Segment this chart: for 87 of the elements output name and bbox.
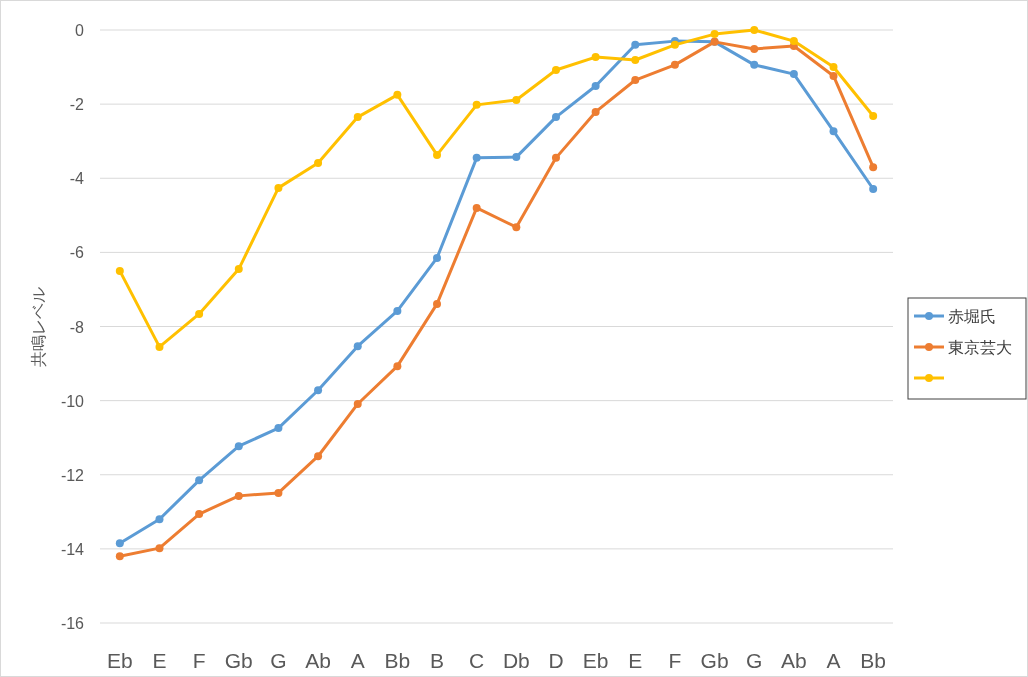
x-tick-label: G [270, 649, 287, 672]
point [869, 163, 878, 172]
point [710, 30, 719, 39]
y-tick-label: -4 [69, 170, 85, 188]
point [115, 539, 124, 548]
point [314, 452, 323, 461]
y-axis-title: 共鳴レベル [30, 286, 47, 367]
y-tick-label: -6 [69, 244, 85, 262]
point [115, 552, 124, 561]
x-tick-label: A [350, 649, 365, 672]
x-tick-label: Ab [781, 649, 807, 672]
point [115, 266, 124, 275]
x-tick-label: D [548, 649, 564, 672]
point [869, 185, 878, 193]
legend-label: 東京芸大 [948, 339, 1012, 356]
point [750, 26, 759, 34]
point [314, 386, 323, 395]
point [750, 44, 759, 53]
point [155, 515, 164, 524]
point [433, 253, 442, 262]
x-tick-label: E [628, 649, 643, 672]
x-tick-label: B [430, 649, 445, 672]
point [433, 299, 442, 308]
y-tick-label: -16 [60, 615, 85, 632]
point [551, 113, 560, 122]
x-tick-label: Eb [106, 649, 133, 672]
point [829, 127, 838, 136]
x-tick-label: C [469, 649, 485, 672]
point [353, 342, 362, 351]
point [512, 96, 521, 105]
point [472, 203, 481, 212]
point [234, 265, 243, 274]
x-tick-label: F [192, 649, 206, 672]
point [195, 510, 204, 519]
x-tick-label: Gb [700, 649, 729, 672]
point [433, 150, 442, 159]
point [393, 362, 402, 371]
point [155, 342, 164, 351]
point [591, 81, 600, 90]
point [670, 60, 679, 69]
x-tick-label: Bb [860, 649, 887, 672]
point [591, 53, 600, 62]
x-tick-label: E [152, 649, 167, 672]
point [829, 63, 838, 72]
y-tick-label: -10 [60, 392, 85, 410]
point [551, 66, 560, 75]
point [274, 183, 283, 192]
point [274, 424, 283, 433]
point [631, 40, 640, 49]
y-tick-label: -2 [69, 96, 85, 114]
point [829, 71, 838, 80]
point [393, 90, 402, 99]
point [512, 153, 521, 162]
x-tick-label: Bb [384, 649, 411, 672]
x-tick-label: Ab [305, 649, 331, 672]
point [472, 100, 481, 109]
point [631, 76, 640, 85]
legend-label: 赤堀氏 [948, 308, 996, 325]
point [512, 223, 521, 232]
point [393, 306, 402, 315]
point [551, 153, 560, 162]
point [789, 37, 798, 46]
point [234, 442, 243, 451]
point [155, 544, 164, 553]
x-tick-label: Db [502, 649, 530, 672]
point [869, 111, 878, 120]
point [631, 56, 640, 65]
point [314, 159, 323, 168]
point [195, 476, 204, 485]
point [789, 70, 798, 79]
point [353, 399, 362, 408]
point [234, 491, 243, 500]
point [353, 113, 362, 122]
point [195, 309, 204, 318]
point [750, 60, 759, 69]
y-tick-label: -12 [60, 466, 85, 484]
y-tick-label: -14 [60, 540, 85, 558]
x-tick-label: G [746, 649, 763, 672]
x-tick-label: A [826, 649, 841, 672]
x-tick-label: Eb [582, 649, 609, 672]
y-tick-label: -8 [69, 318, 85, 336]
y-tick-label: 0 [75, 22, 85, 39]
point [472, 153, 481, 162]
point [274, 488, 283, 497]
x-tick-label: Gb [224, 649, 253, 672]
x-tick-label: F [668, 649, 682, 672]
point [591, 107, 600, 116]
